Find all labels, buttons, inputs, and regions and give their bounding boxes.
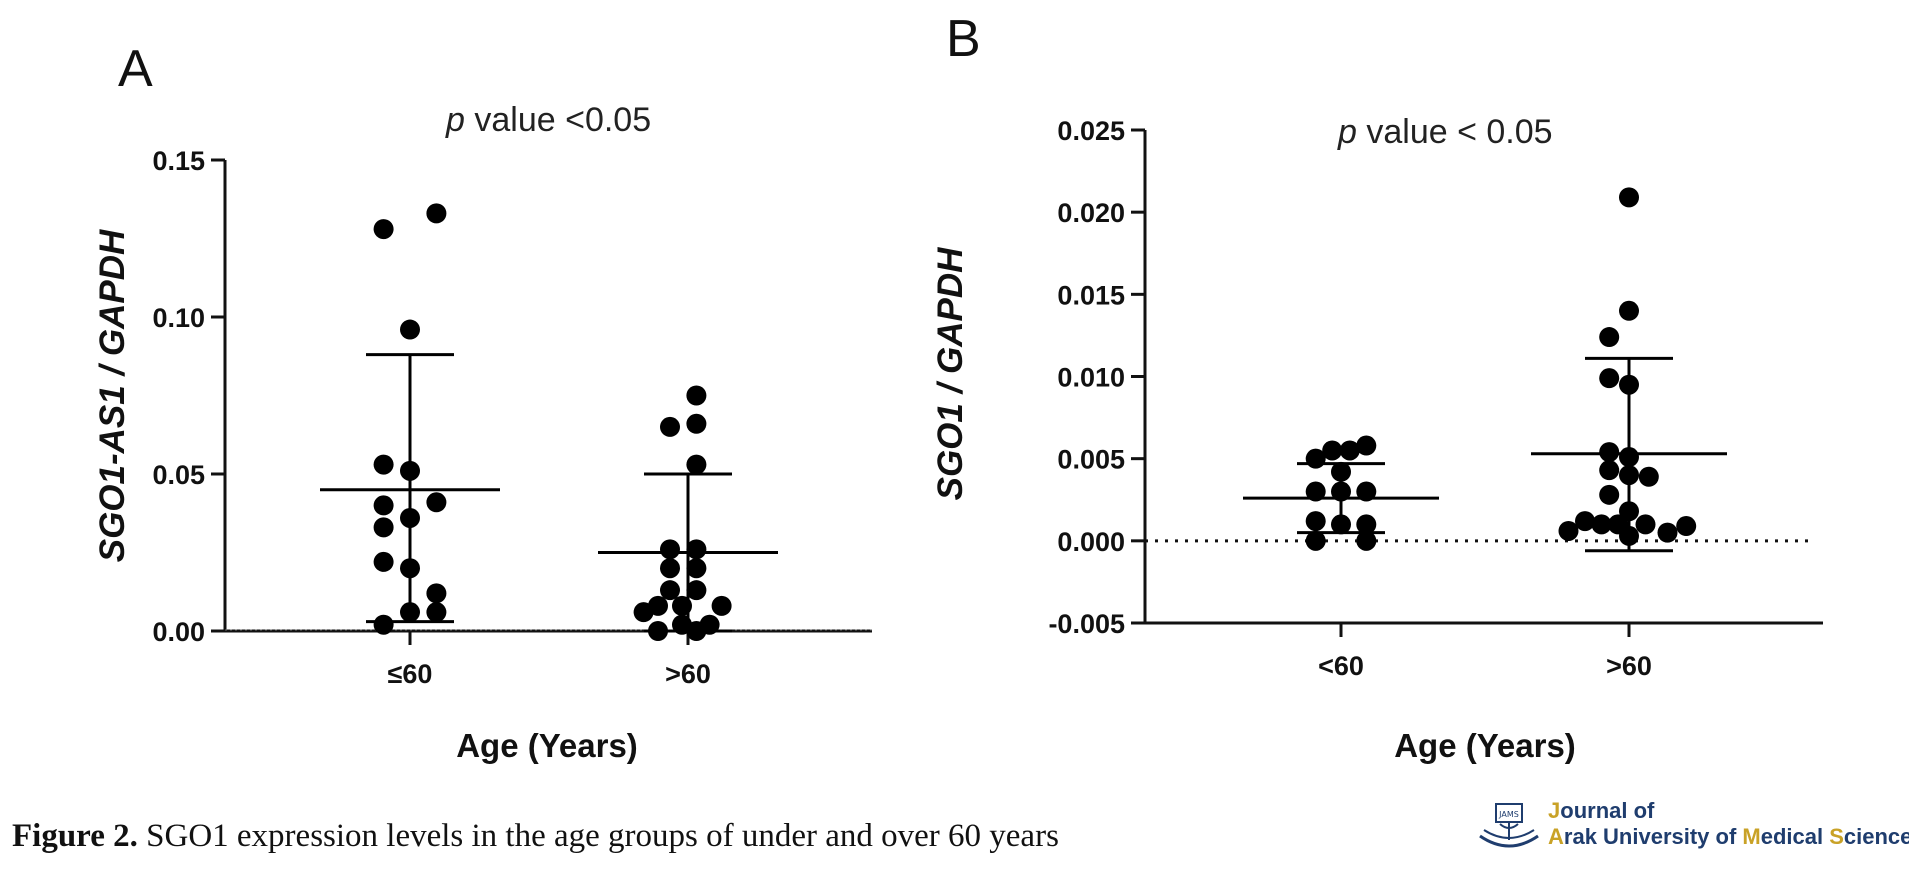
y-tick-label: 0.00	[152, 617, 205, 647]
svg-text:JAMS: JAMS	[1498, 810, 1519, 819]
data-point	[1339, 440, 1360, 461]
y-tick-label: 0.000	[1057, 527, 1125, 557]
data-point	[1356, 530, 1377, 551]
caption-text: SGO1 expression levels in the age groups…	[137, 818, 1059, 854]
data-point	[1322, 440, 1343, 461]
data-point	[1599, 460, 1620, 481]
panel-b-title: p value < 0.05	[1337, 113, 1553, 151]
data-point	[1575, 511, 1595, 532]
y-tick-label: 0.005	[1057, 445, 1125, 475]
y-tick-label: 0.10	[152, 303, 205, 333]
data-point	[1619, 300, 1639, 321]
data-point	[426, 492, 447, 513]
data-point	[686, 580, 707, 601]
data-point	[686, 413, 707, 434]
panel-b-xlabel: Age (Years)	[1394, 727, 1576, 764]
data-point	[426, 203, 447, 224]
journal-emblem-icon: JAMS	[1479, 803, 1539, 848]
data-point	[426, 583, 447, 604]
data-point	[686, 539, 707, 560]
data-point	[1599, 368, 1620, 389]
data-point	[1591, 514, 1612, 535]
x-tick-label: <60	[1318, 651, 1364, 681]
panel-b-plot: -0.005 0.000 0.005 0.010 0.015 0.020 0.025 <60 >…	[1048, 116, 1823, 681]
data-point	[1635, 514, 1656, 535]
data-point	[1676, 516, 1697, 537]
data-point	[373, 614, 394, 635]
panel-a-ylabel: SGO1-AS1 / GAPDH	[93, 229, 132, 562]
x-tick-label: >60	[665, 659, 711, 689]
data-point	[400, 319, 420, 340]
data-point	[1599, 484, 1620, 505]
panel-a-label: A	[118, 40, 153, 98]
data-point	[426, 602, 447, 623]
data-point	[373, 219, 394, 240]
y-tick-label: -0.005	[1048, 609, 1125, 639]
data-point	[1657, 522, 1678, 543]
data-point	[660, 580, 680, 601]
panel-b-ylabel: SGO1 / GAPDH	[931, 247, 970, 501]
panel-a: A p value <0.05 SGO1-AS1 / GAPDH Age (Ye…	[93, 40, 872, 764]
data-point	[1305, 530, 1326, 551]
data-point	[686, 558, 707, 579]
panel-b-title-rest: value < 0.05	[1357, 113, 1553, 151]
y-tick-label: 0.015	[1057, 280, 1125, 310]
panel-b: B p value < 0.05 SGO1 / GAPDH Age (Years…	[931, 10, 1823, 764]
panel-b-label: B	[946, 10, 981, 68]
data-point	[711, 595, 732, 616]
data-point	[373, 454, 394, 475]
data-point	[1356, 481, 1377, 502]
y-tick-label: 0.05	[152, 460, 205, 490]
data-point	[648, 595, 668, 616]
data-point	[1305, 511, 1326, 532]
data-point	[1356, 435, 1377, 456]
data-point	[660, 539, 680, 560]
y-tick-label: 0.020	[1057, 198, 1125, 228]
y-tick-label: 0.010	[1057, 363, 1125, 393]
data-point	[1305, 481, 1326, 502]
data-point	[1356, 514, 1377, 535]
data-point	[686, 385, 707, 406]
data-point	[660, 558, 680, 579]
data-point	[686, 454, 707, 475]
data-point	[373, 517, 394, 538]
data-point	[1619, 187, 1639, 208]
journal-name: Journal of Arak University of Medical Sc…	[1548, 798, 1909, 849]
data-point	[1599, 442, 1620, 463]
data-point	[660, 416, 680, 437]
panel-a-xlabel: Age (Years)	[456, 727, 638, 764]
data-point	[1638, 466, 1659, 487]
panel-a-title-rest: value <0.05	[465, 101, 651, 139]
caption-label: Figure 2.	[12, 818, 138, 854]
y-tick-label: 0.025	[1057, 116, 1125, 146]
data-point	[373, 551, 394, 572]
figure-caption: Figure 2. SGO1 expression levels in the …	[12, 818, 1059, 855]
x-tick-label: ≤60	[388, 659, 433, 689]
journal-logo: JAMS Journal of Arak University of Medic…	[1474, 796, 1909, 856]
data-point	[1599, 327, 1620, 348]
data-point	[373, 495, 394, 516]
y-tick-label: 0.15	[152, 146, 205, 176]
data-point	[1558, 520, 1579, 541]
x-tick-label: >60	[1606, 651, 1652, 681]
panel-a-title-p: p	[445, 101, 465, 139]
figure-canvas: A p value <0.05 SGO1-AS1 / GAPDH Age (Ye…	[93, 10, 1823, 764]
panel-b-title-p: p	[1337, 113, 1357, 151]
panel-a-plot: 0.00 0.05 0.10 0.15 ≤60 >60	[152, 146, 872, 689]
panel-a-title: p value <0.05	[445, 101, 651, 139]
